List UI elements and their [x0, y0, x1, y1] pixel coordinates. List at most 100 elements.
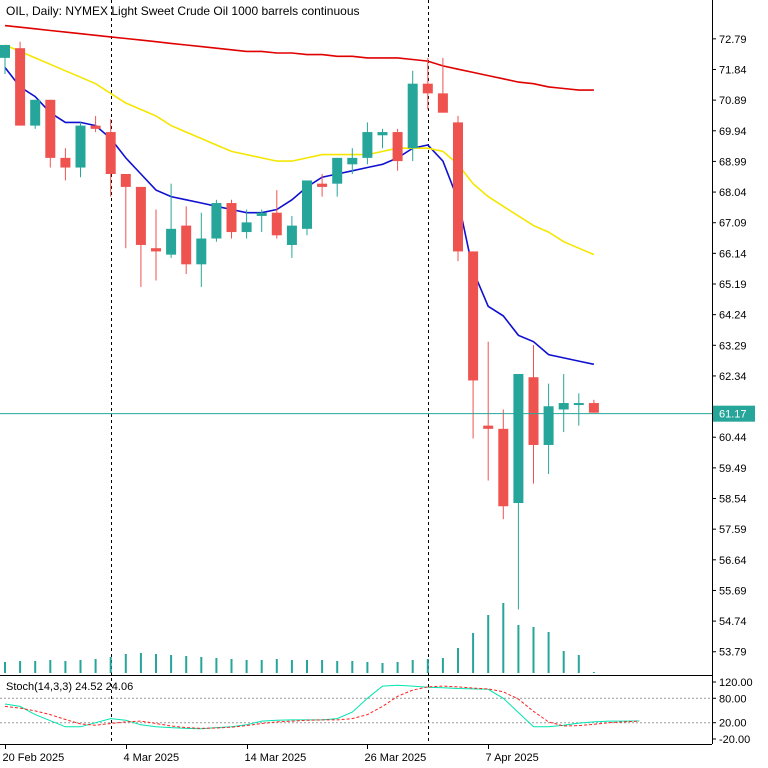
volume-bar: [366, 662, 369, 673]
price-tick-label: 57.59: [719, 524, 747, 536]
volume-bar: [200, 657, 203, 673]
candle-body: [75, 125, 86, 168]
price-tick-label: 70.89: [719, 95, 747, 107]
candle-body: [528, 377, 539, 445]
dashed-period-separators: [111, 0, 429, 744]
volume-bar: [381, 663, 384, 673]
candle-body: [45, 99, 56, 158]
volume-bar: [306, 660, 308, 673]
candle-body: [271, 212, 282, 236]
volume-bar: [230, 659, 233, 673]
candle-body: [286, 225, 297, 245]
stochastic-axis: 120.00 80.00 20.00 -20.00: [712, 677, 753, 746]
time-tick-label: 14 Mar 2025: [245, 752, 307, 764]
candle-body: [377, 132, 388, 136]
volume-bar: [170, 655, 173, 673]
candle-body: [558, 403, 569, 410]
candle-body: [60, 157, 71, 168]
price-tick-label: 63.29: [719, 340, 747, 352]
candle-body: [0, 44, 10, 58]
volume-bar: [577, 655, 580, 673]
volume-bar: [64, 661, 67, 673]
volume-bar: [49, 660, 52, 673]
price-tick-label: 58.54: [719, 494, 747, 506]
volume-bar: [562, 651, 565, 673]
candle-body: [15, 48, 26, 126]
price-axis: 72.79 71.84 70.89 69.94 68.99 68.04 67.09 66.14…: [712, 34, 747, 659]
candle-body: [347, 157, 358, 165]
moving-average-line: [4, 24, 594, 91]
volume-bar: [441, 658, 444, 673]
volume-bar: [351, 661, 354, 673]
price-tick-label: 67.09: [719, 218, 747, 230]
volume-bar: [185, 656, 188, 673]
stochastic-tick-label: 20.00: [719, 718, 747, 730]
volume-bar: [426, 659, 429, 673]
candle-body: [105, 132, 116, 174]
volume-bar: [547, 632, 550, 673]
candle-body: [30, 99, 41, 126]
candle-body: [151, 248, 161, 252]
price-tick-label: 59.49: [719, 463, 747, 475]
volume-bar: [487, 615, 490, 673]
moving-average-line: [4, 67, 595, 366]
candle-body: [317, 183, 328, 187]
chart-title: OIL, Daily: NYMEX Light Sweet Crude Oil …: [6, 4, 360, 18]
candlesticks: [0, 41, 599, 610]
candle-body: [241, 222, 252, 233]
stochastic-panel: Stoch(14,3,3) 24.52 24.06 120.00 80.00 20.…: [0, 675, 753, 746]
price-tick-label: 72.79: [719, 34, 747, 46]
time-tick-label: 26 Mar 2025: [365, 752, 427, 764]
candle-body: [498, 428, 509, 507]
candle-body: [332, 157, 343, 184]
volume-bar: [275, 659, 278, 673]
volume-bar: [94, 659, 97, 673]
price-tick-label: 56.64: [719, 555, 747, 567]
candle-body: [90, 125, 101, 129]
candle-body: [226, 203, 237, 233]
volume-bar: [457, 648, 459, 673]
candle-body: [588, 403, 599, 413]
candle-body: [468, 251, 479, 381]
price-tick-label: 66.14: [719, 248, 747, 260]
candle-body: [483, 425, 494, 429]
volume-bars: [4, 603, 595, 673]
price-tick-label: 65.19: [719, 279, 747, 291]
candle-body: [196, 238, 207, 265]
current-price-tag: [713, 405, 755, 422]
time-tick-label: 4 Mar 2025: [124, 752, 180, 764]
price-tick-label: 69.94: [719, 126, 747, 138]
time-tick-label: 20 Feb 2025: [3, 752, 65, 764]
volume-bar: [290, 660, 293, 673]
stochastic-tick-label: -20.00: [719, 734, 750, 746]
candle-body: [543, 406, 554, 445]
price-tick-label: 68.99: [719, 156, 747, 168]
price-tick-label: 64.24: [719, 310, 747, 322]
volume-bar: [124, 654, 127, 673]
volume-bar: [139, 653, 142, 673]
volume-bar: [532, 627, 535, 673]
price-tick-label: 71.84: [719, 64, 747, 76]
volume-bar: [411, 660, 414, 673]
volume-bar: [592, 672, 595, 673]
moving-average-lines: [4, 24, 595, 366]
volume-bar: [396, 662, 399, 673]
candle-body: [392, 132, 403, 162]
candle-body: [181, 225, 192, 265]
stochastic-signal-line: [4, 685, 640, 729]
candle-body: [453, 122, 463, 252]
volume-bar: [215, 658, 218, 673]
stochastic-tick-label: 80.00: [719, 693, 747, 705]
volume-bar: [34, 661, 37, 673]
volume-bar: [19, 661, 22, 673]
volume-bar: [109, 657, 112, 673]
volume-bar: [155, 654, 157, 673]
volume-bar: [472, 633, 475, 673]
volume-bar: [245, 660, 248, 673]
candle-body: [211, 203, 222, 239]
time-axis: 20 Feb 2025 4 Mar 2025 14 Mar 2025 26 Mar 2…: [3, 744, 539, 764]
price-panel: OIL, Daily: NYMEX Light Sweet Crude Oil …: [0, 0, 755, 744]
volume-bar: [336, 661, 339, 673]
